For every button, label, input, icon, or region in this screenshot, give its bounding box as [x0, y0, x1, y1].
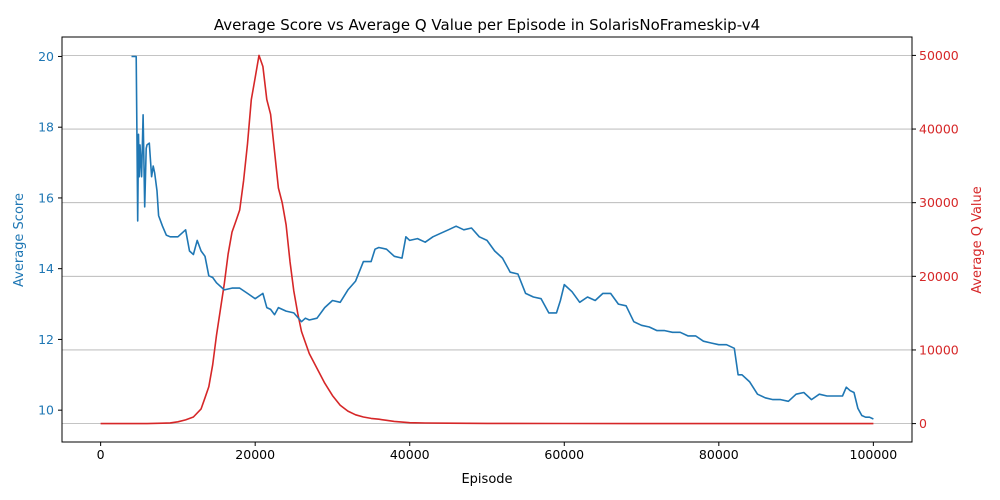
x-tick-label: 0	[97, 447, 105, 462]
right-y-axis-ticks: 0 10000 20000 30000 40000 50000	[912, 48, 959, 431]
left-y-tick-label: 14	[38, 261, 54, 276]
score-series	[131, 55, 874, 420]
x-axis-ticks: 0 20000 40000 60000 80000 100000	[97, 442, 898, 462]
left-y-tick-label: 10	[38, 403, 54, 418]
right-y-tick-label: 20000	[919, 269, 959, 284]
right-y-tick-label: 40000	[919, 122, 959, 137]
right-y-tick-label: 10000	[919, 342, 959, 357]
x-tick-label: 80000	[699, 447, 739, 462]
average-q-value-line	[100, 54, 874, 425]
left-y-tick-label: 20	[38, 49, 54, 64]
right-y-tick-label: 0	[919, 416, 927, 431]
x-tick-label: 60000	[544, 447, 584, 462]
average-score-line	[131, 55, 874, 420]
chart-title: Average Score vs Average Q Value per Epi…	[214, 16, 760, 34]
x-tick-label: 40000	[390, 447, 430, 462]
right-y-tick-label: 30000	[919, 195, 959, 210]
right-y-tick-label: 50000	[919, 48, 959, 63]
right-y-axis-label: Average Q Value	[970, 186, 985, 294]
x-tick-label: 20000	[235, 447, 275, 462]
x-axis-label: Episode	[461, 472, 512, 487]
plot-frame	[61, 36, 913, 443]
left-y-axis-label: Average Score	[12, 193, 27, 287]
q-value-series	[100, 54, 874, 425]
left-y-tick-label: 16	[38, 190, 54, 205]
left-y-axis-ticks: 10 12 14 16 18 20	[38, 49, 62, 418]
left-y-tick-label: 12	[38, 332, 54, 347]
left-y-tick-label: 18	[38, 120, 54, 135]
x-tick-label: 100000	[850, 447, 898, 462]
